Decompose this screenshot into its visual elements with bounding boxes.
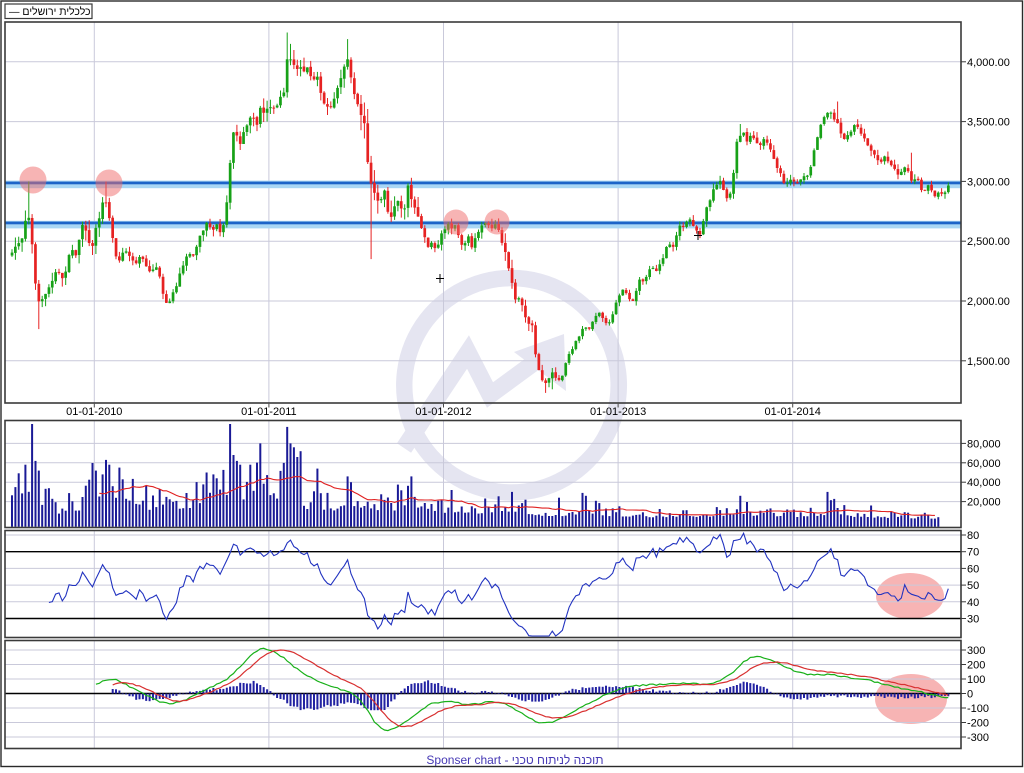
svg-text:2,500.00: 2,500.00 <box>967 236 1010 248</box>
svg-text:60: 60 <box>967 563 979 575</box>
svg-text:01-01-2013: 01-01-2013 <box>590 406 646 418</box>
svg-text:30: 30 <box>967 614 979 626</box>
svg-text:0: 0 <box>967 689 973 701</box>
svg-text:20,000: 20,000 <box>967 497 1001 509</box>
svg-text:80: 80 <box>967 530 979 542</box>
svg-text:2,000.00: 2,000.00 <box>967 296 1010 308</box>
svg-text:300: 300 <box>967 645 985 657</box>
svg-text:1,500.00: 1,500.00 <box>967 356 1010 368</box>
svg-text:3,500.00: 3,500.00 <box>967 117 1010 129</box>
svg-text:200: 200 <box>967 660 985 672</box>
svg-text:01-01-2010: 01-01-2010 <box>66 406 122 418</box>
svg-text:40,000: 40,000 <box>967 477 1001 489</box>
svg-text:80,000: 80,000 <box>967 438 1001 450</box>
svg-text:-100: -100 <box>967 703 989 715</box>
svg-text:50: 50 <box>967 580 979 592</box>
svg-text:100: 100 <box>967 674 985 686</box>
svg-text:3,000.00: 3,000.00 <box>967 176 1010 188</box>
svg-text:40: 40 <box>967 597 979 609</box>
svg-text:4,000.00: 4,000.00 <box>967 57 1010 69</box>
svg-text:-200: -200 <box>967 718 989 730</box>
svg-text:01-01-2011: 01-01-2011 <box>241 406 296 418</box>
svg-text:01-01-2014: 01-01-2014 <box>765 406 821 418</box>
svg-text:60,000: 60,000 <box>967 458 1001 470</box>
svg-text:Sponser chart - תוכנה לניתוח ט: Sponser chart - תוכנה לניתוח טכני <box>426 753 603 767</box>
svg-text:01-01-2012: 01-01-2012 <box>415 406 471 418</box>
svg-text:— כלכלית ירושלים: — כלכלית ירושלים <box>9 6 91 18</box>
svg-text:-300: -300 <box>967 732 989 744</box>
svg-text:70: 70 <box>967 547 979 559</box>
